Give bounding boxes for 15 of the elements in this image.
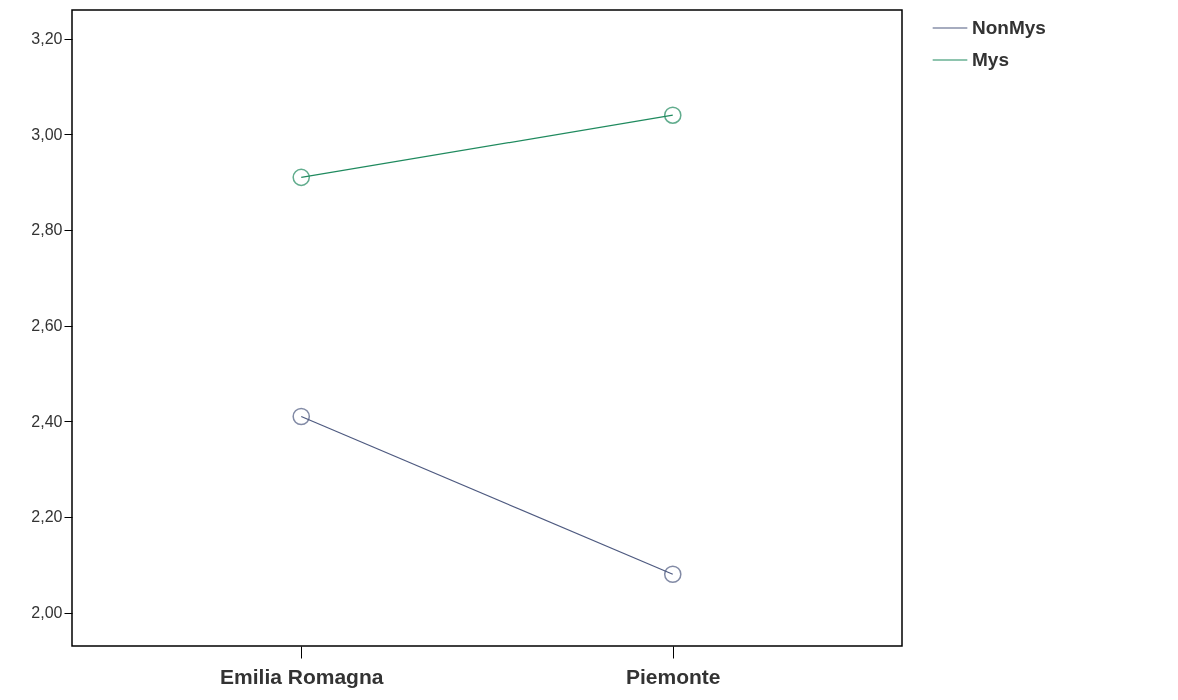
point <box>663 106 682 124</box>
y-tick-label: 2,60 <box>31 317 63 335</box>
legend-label: Mys <box>972 49 1009 70</box>
y-tick-label: 2,20 <box>31 508 63 526</box>
x-tick-label: Piemonte <box>626 664 721 688</box>
point <box>292 168 311 187</box>
x-tick-label: Emilia Romagna <box>220 664 384 688</box>
y-tick-label: 3,20 <box>31 30 63 48</box>
y-tick-label: 3,00 <box>31 125 63 143</box>
y-tick-label: 2,00 <box>31 604 63 622</box>
point <box>292 407 311 426</box>
y-tick-label: 2,40 <box>31 412 63 430</box>
y-tick-label: 2,80 <box>31 221 63 239</box>
point <box>663 565 682 584</box>
legend-label: NonMys <box>972 17 1046 38</box>
